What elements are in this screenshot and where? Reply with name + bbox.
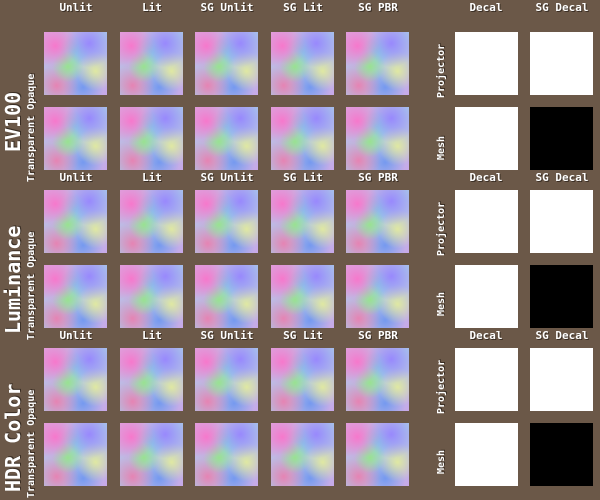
sg-decal-mesh — [530, 265, 593, 328]
col-label-sg-decal: SG Decal — [535, 329, 589, 342]
col-label-sg-lit: SG Lit — [283, 1, 323, 14]
swatch-lit-opaque — [120, 32, 183, 95]
col-label-lit: Lit — [142, 329, 162, 342]
panel-block-1: Unlit Lit SG Unlit SG Lit SG PBR Decal S… — [0, 0, 600, 182]
col-label-sg-decal: SG Decal — [535, 171, 589, 184]
row-label-projector: Projector — [436, 359, 447, 414]
col-label-sg-pbr: SG PBR — [358, 329, 398, 342]
swatch-lit-transparent — [120, 265, 183, 328]
swatch-unlit-opaque — [44, 348, 107, 411]
swatch-lit-transparent — [120, 107, 183, 170]
decal-mesh — [455, 107, 518, 170]
swatch-unlit-opaque — [44, 190, 107, 253]
row-label-mesh: Mesh — [436, 291, 447, 316]
swatch-sg-lit-opaque — [271, 32, 334, 95]
swatch-unlit-transparent — [44, 107, 107, 170]
row-label-mesh: Mesh — [436, 135, 447, 160]
row-label-projector: Projector — [436, 201, 447, 256]
sg-decal-mesh — [530, 107, 593, 170]
swatch-sg-unlit-opaque — [195, 190, 258, 253]
decal-mesh — [455, 423, 518, 486]
decal-mesh — [455, 265, 518, 328]
col-label-sg-decal: SG Decal — [535, 1, 589, 14]
swatch-sg-pbr-opaque — [346, 32, 409, 95]
col-label-sg-unlit: SG Unlit — [200, 329, 254, 342]
col-label-unlit: Unlit — [59, 171, 93, 184]
sg-decal-mesh — [530, 423, 593, 486]
swatch-sg-lit-transparent — [271, 107, 334, 170]
col-label-lit: Lit — [142, 171, 162, 184]
col-label-lit: Lit — [142, 1, 162, 14]
decal-projector — [455, 348, 518, 411]
panel-block-3: Unlit Lit SG Unlit SG Lit SG PBR Decal S… — [0, 316, 600, 500]
swatch-sg-unlit-transparent — [195, 107, 258, 170]
swatch-sg-lit-transparent — [271, 423, 334, 486]
swatch-lit-opaque — [120, 190, 183, 253]
col-label-sg-pbr: SG PBR — [358, 171, 398, 184]
decal-projector — [455, 190, 518, 253]
swatch-unlit-opaque — [44, 32, 107, 95]
col-label-sg-pbr: SG PBR — [358, 1, 398, 14]
swatch-sg-unlit-transparent — [195, 423, 258, 486]
sg-decal-projector — [530, 190, 593, 253]
swatch-lit-opaque — [120, 348, 183, 411]
swatch-sg-unlit-transparent — [195, 265, 258, 328]
swatch-sg-pbr-transparent — [346, 423, 409, 486]
sg-decal-projector — [530, 348, 593, 411]
swatch-sg-lit-opaque — [271, 348, 334, 411]
sg-decal-projector — [530, 32, 593, 95]
col-label-sg-unlit: SG Unlit — [200, 171, 254, 184]
col-label-decal: Decal — [469, 1, 503, 14]
col-label-decal: Decal — [469, 171, 503, 184]
swatch-sg-pbr-opaque — [346, 348, 409, 411]
panel-block-2: Unlit Lit SG Unlit SG Lit SG PBR Decal S… — [0, 158, 600, 340]
swatch-sg-unlit-opaque — [195, 348, 258, 411]
swatch-sg-lit-opaque — [271, 190, 334, 253]
swatch-unlit-transparent — [44, 423, 107, 486]
row-label-transparent-opaque: Transparent Opaque — [26, 389, 37, 498]
swatch-lit-transparent — [120, 423, 183, 486]
col-label-decal: Decal — [469, 329, 503, 342]
decal-projector — [455, 32, 518, 95]
swatch-unlit-transparent — [44, 265, 107, 328]
col-label-unlit: Unlit — [59, 1, 93, 14]
swatch-sg-pbr-opaque — [346, 190, 409, 253]
col-label-sg-lit: SG Lit — [283, 171, 323, 184]
swatch-sg-pbr-transparent — [346, 265, 409, 328]
swatch-sg-lit-transparent — [271, 265, 334, 328]
col-label-sg-unlit: SG Unlit — [200, 1, 254, 14]
swatch-sg-pbr-transparent — [346, 107, 409, 170]
col-label-sg-lit: SG Lit — [283, 329, 323, 342]
swatch-sg-unlit-opaque — [195, 32, 258, 95]
col-label-unlit: Unlit — [59, 329, 93, 342]
row-label-mesh: Mesh — [436, 449, 447, 474]
row-label-projector: Projector — [436, 43, 447, 98]
